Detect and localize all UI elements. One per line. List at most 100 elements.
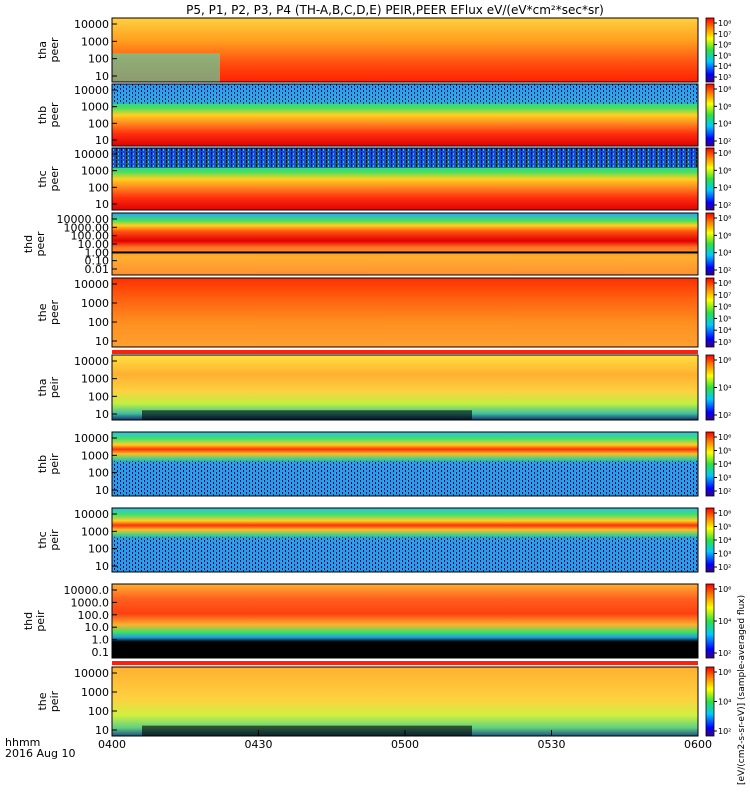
colorbar-tick-label: 10⁶ bbox=[718, 41, 731, 50]
y-axis-label-probe: the bbox=[36, 303, 49, 321]
colorbar-tick-label: 10⁷ bbox=[718, 30, 731, 39]
time-axis: 0400 0430 0500 0530 0600 bbox=[98, 730, 712, 751]
y-tick-label: 10000.00 bbox=[57, 213, 110, 226]
y-axis-label-probe: tha bbox=[36, 378, 49, 396]
colorbar-tick-label: 10² bbox=[718, 411, 731, 420]
panel-tha-peir: 10000 1000 100 10 tha peir 10⁶ 10⁴ 10² bbox=[36, 354, 731, 421]
y-tick-label: 10.00 bbox=[78, 238, 110, 251]
colorbar-tick-label: 10⁸ bbox=[718, 85, 731, 94]
y-axis-label-probe: tha bbox=[36, 41, 49, 59]
noise-band bbox=[112, 460, 698, 496]
colorbar-tick-label: 10² bbox=[718, 266, 731, 275]
colorbar bbox=[705, 583, 715, 659]
spectrogram bbox=[112, 213, 698, 275]
date-label: 2016 Aug 10 bbox=[5, 747, 75, 760]
colorbar bbox=[705, 277, 715, 348]
y-tick-label: 1000 bbox=[81, 449, 109, 462]
y-axis-label-probe: thd bbox=[22, 235, 35, 253]
y-tick-label: 1000 bbox=[81, 165, 109, 178]
noise-band bbox=[112, 84, 698, 104]
x-tick-label: 0430 bbox=[245, 738, 273, 751]
colorbar-tick-label: 10⁶ bbox=[718, 668, 731, 677]
colorbar-tick-label: 10⁴ bbox=[718, 62, 731, 71]
colorbar bbox=[705, 507, 715, 573]
colorbar-tick-label: 10⁶ bbox=[718, 356, 731, 365]
y-axis-label-probe: the bbox=[36, 692, 49, 710]
y-axis-label-probe: thc bbox=[36, 170, 49, 187]
y-tick-label: 0.10 bbox=[85, 255, 110, 268]
y-tick-label: 100 bbox=[88, 53, 109, 66]
colorbar-tick-label: 10² bbox=[718, 201, 731, 210]
colorbar-tick-label: 10⁷ bbox=[718, 291, 731, 300]
colorbar-tick-label: 10⁶ bbox=[718, 433, 731, 442]
panel-frame bbox=[111, 83, 699, 147]
colorbar bbox=[705, 212, 715, 276]
y-axis-label-species: peer bbox=[48, 166, 61, 192]
colorbar-tick-label: 10⁶ bbox=[718, 231, 731, 240]
colorbar-tick-label: 10⁴ bbox=[718, 120, 731, 129]
colorbar-tick-label: 10² bbox=[718, 137, 731, 146]
colorbar bbox=[705, 83, 715, 147]
y-tick-label: 10000.0 bbox=[64, 584, 110, 597]
y-tick-label: 100.0 bbox=[78, 609, 110, 622]
no-data-band bbox=[142, 410, 472, 420]
panel-frame bbox=[111, 583, 699, 659]
x-tick-label: 0600 bbox=[684, 738, 712, 751]
colorbar-tick-label: 10⁶ bbox=[718, 166, 731, 175]
colorbar-tick-label: 10⁸ bbox=[718, 149, 731, 158]
y-tick-label: 10000 bbox=[74, 432, 109, 445]
colorbar-tick-label: 10⁵ bbox=[718, 314, 731, 323]
colorbar-tick-label: 10⁴ bbox=[718, 617, 731, 626]
colorbar-title: [eV/(cm2-s-sr-eV)] (sample-averaged flux… bbox=[737, 595, 747, 785]
y-axis-label-probe: thb bbox=[36, 455, 49, 473]
y-axis-label-species: peer bbox=[48, 37, 61, 63]
y-tick-label: 1000.0 bbox=[71, 596, 110, 609]
y-tick-label: 10 bbox=[95, 335, 109, 348]
colorbar-tick-label: 10² bbox=[718, 727, 731, 736]
colorbar-tick-label: 10⁴ bbox=[718, 184, 731, 193]
noise-band bbox=[112, 148, 698, 168]
colorbar-tick-label: 10⁴ bbox=[718, 249, 731, 258]
y-tick-label: 10000 bbox=[74, 84, 109, 97]
colorbar-tick-label: 10⁴ bbox=[718, 698, 731, 707]
time-axis-label: hhmm bbox=[5, 736, 40, 749]
y-tick-label: 1000.00 bbox=[64, 221, 110, 234]
y-tick-label: 100 bbox=[88, 467, 109, 480]
y-axis-label-probe: thd bbox=[22, 612, 35, 630]
y-tick-label: 1000 bbox=[81, 35, 109, 48]
panel-the-peer: 10000 1000 100 10 the peer 10⁸ 10⁷ 10⁶ 10⁵ 10⁴ 10³ bbox=[36, 277, 731, 354]
y-tick-label: 10000 bbox=[74, 667, 109, 680]
y-axis-label-species: peir bbox=[48, 453, 61, 475]
spectrogram bbox=[112, 355, 698, 420]
colorbar-tick-label: 10³ bbox=[718, 338, 731, 347]
panel-thc-peir: 10000 1000 100 10 thc peir 10⁶ 10⁵ 10⁴ 10³ 10² bbox=[36, 507, 731, 573]
y-tick-label: 10000 bbox=[74, 355, 109, 368]
colorbar-tick-label: 10⁵ bbox=[718, 51, 731, 60]
y-axis-label-species: peir bbox=[48, 529, 61, 551]
panel-frame bbox=[111, 507, 699, 573]
stripe bbox=[112, 661, 698, 665]
colorbar bbox=[705, 147, 715, 211]
y-tick-label: 10000 bbox=[74, 278, 109, 291]
panel-frame bbox=[111, 147, 699, 211]
colorbar-tick-label: 10⁵ bbox=[718, 523, 731, 532]
y-tick-label: 10 bbox=[95, 198, 109, 211]
y-tick-label: 1000 bbox=[81, 686, 109, 699]
colorbar-tick-label: 10³ bbox=[718, 550, 731, 559]
y-tick-label: 1000 bbox=[81, 101, 109, 114]
x-tick-label: 0530 bbox=[538, 738, 566, 751]
y-tick-label: 10 bbox=[95, 134, 109, 147]
y-axis-label-species: peir bbox=[34, 610, 47, 632]
y-tick-label: 100 bbox=[88, 705, 109, 718]
colorbar-tick-label: 10³ bbox=[718, 474, 731, 483]
y-axis-label-species: peer bbox=[48, 102, 61, 128]
y-axis-label-probe: thb bbox=[36, 106, 49, 124]
y-tick-label: 1000 bbox=[81, 297, 109, 310]
y-tick-label: 100 bbox=[88, 543, 109, 556]
noise-band bbox=[112, 536, 698, 572]
data-gap-line bbox=[112, 251, 698, 254]
